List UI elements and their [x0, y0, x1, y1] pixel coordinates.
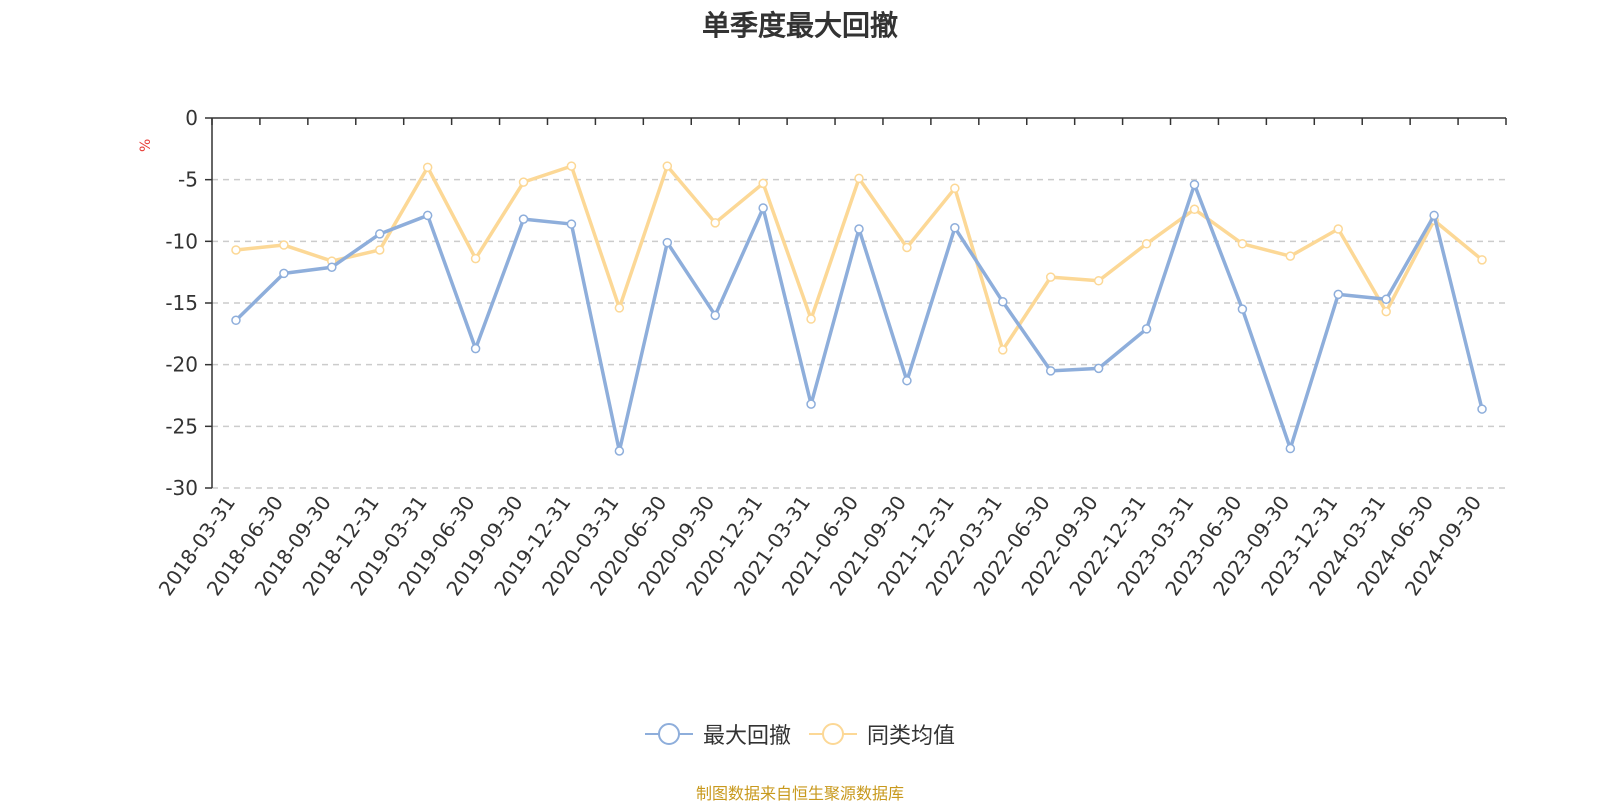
data-point-peer-average: [1381, 306, 1391, 317]
data-point-peer-average: [1237, 239, 1248, 249]
source-note: 制图数据来自恒生聚源数据库: [695, 784, 904, 803]
data-point-drawdown: [1045, 366, 1056, 376]
data-point-peer-average: [422, 162, 433, 173]
legend-marker-peer-average-icon: [809, 723, 857, 745]
data-point-drawdown: [710, 310, 720, 321]
data-point-drawdown: [614, 446, 625, 456]
data-point-peer-average: [374, 245, 385, 255]
line-chart: 0-5-10-15-20-25-302018-03-312018-06-3020…: [154, 106, 1507, 600]
legend-label-drawdown: 最大回撤: [702, 724, 791, 749]
data-point-peer-average: [1141, 239, 1152, 249]
data-point-peer-average: [950, 183, 960, 194]
data-point-drawdown: [470, 343, 481, 354]
data-point-peer-average: [1477, 255, 1487, 265]
y-tick-label: -30: [165, 476, 198, 500]
legend: 最大回撤 同类均值: [0, 718, 1600, 750]
y-tick-label: -15: [165, 291, 198, 315]
data-point-peer-average: [806, 314, 816, 324]
data-point-peer-average: [470, 253, 481, 264]
data-point-peer-average: [758, 178, 768, 189]
chart-title: 单季度最大回撤: [701, 9, 898, 42]
y-tick-label: 0: [185, 106, 198, 130]
data-point-drawdown: [279, 268, 289, 279]
data-point-peer-average: [710, 218, 720, 228]
data-point-drawdown: [1477, 404, 1487, 414]
data-point-peer-average: [518, 177, 529, 187]
data-point-drawdown: [1285, 443, 1296, 454]
y-tick-label: -25: [165, 414, 198, 438]
data-point-peer-average: [1189, 204, 1200, 215]
series-line-peer-average: [235, 164, 1484, 352]
y-tick-label: -20: [165, 353, 198, 377]
data-point-drawdown: [854, 224, 864, 234]
data-point-drawdown: [1381, 294, 1391, 305]
data-point-drawdown: [662, 237, 673, 248]
series-lines: [231, 161, 1487, 456]
data-point-drawdown: [1189, 179, 1200, 190]
grid-lines: [212, 178, 1506, 489]
data-point-drawdown: [902, 375, 912, 386]
data-point-peer-average: [1093, 276, 1104, 286]
data-point-drawdown: [1333, 289, 1344, 300]
data-point-peer-average: [614, 303, 625, 313]
data-point-drawdown: [1237, 304, 1248, 314]
legend-item-peer-average[interactable]: 同类均值: [809, 718, 955, 750]
y-tick-label: -5: [178, 168, 198, 192]
data-point-peer-average: [1285, 251, 1296, 261]
data-point-peer-average: [231, 245, 241, 255]
data-point-peer-average: [566, 161, 577, 171]
data-point-drawdown: [1429, 210, 1439, 221]
data-point-drawdown: [1141, 324, 1152, 334]
data-point-peer-average: [662, 161, 673, 171]
data-point-drawdown: [374, 229, 385, 239]
axes: [205, 117, 1507, 489]
y-tick-label: -10: [165, 229, 198, 253]
legend-label-peer-average: 同类均值: [867, 724, 956, 749]
data-point-drawdown: [1093, 363, 1104, 374]
data-point-peer-average: [1045, 272, 1056, 282]
data-point-peer-average: [1333, 224, 1344, 234]
data-point-drawdown: [422, 210, 433, 221]
data-point-peer-average: [998, 345, 1008, 355]
data-point-drawdown: [518, 214, 529, 224]
legend-item-drawdown[interactable]: 最大回撤: [644, 718, 791, 750]
legend-marker-drawdown-icon: [644, 723, 693, 745]
data-point-peer-average: [902, 242, 912, 253]
data-point-drawdown: [566, 219, 577, 229]
data-point-drawdown: [231, 315, 241, 326]
data-point-peer-average: [279, 240, 289, 250]
data-point-drawdown: [950, 223, 960, 233]
data-point-drawdown: [327, 262, 337, 272]
data-point-peer-average: [854, 173, 864, 184]
data-point-drawdown: [758, 203, 768, 213]
data-point-drawdown: [998, 297, 1008, 307]
data-point-drawdown: [806, 399, 816, 409]
